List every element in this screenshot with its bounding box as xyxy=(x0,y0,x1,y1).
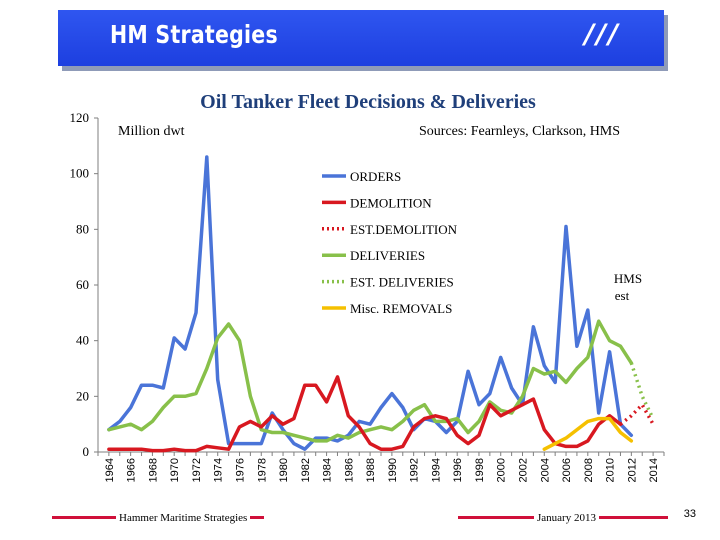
x-tick-label: 1992 xyxy=(409,458,421,482)
x-tick-label: 2006 xyxy=(561,458,573,482)
y-tick-label: 0 xyxy=(83,444,90,459)
header-banner: HM Strategies /// xyxy=(58,10,664,66)
annotation-est: est xyxy=(615,288,630,303)
x-tick-label: 1984 xyxy=(322,458,334,482)
logo-icon: /// xyxy=(584,19,620,50)
axes: 0 20 40 60 80 100 120 1964 1966 1968 1970 1972 1974 1… xyxy=(70,110,665,482)
x-tick-label: 1998 xyxy=(474,458,486,482)
y-tick-label: 40 xyxy=(76,333,89,348)
x-tick-label: 1980 xyxy=(278,458,290,482)
legend: ORDERS DEMOLITION EST.DEMOLITION DELIVERIES… xyxy=(322,169,458,316)
x-tick-label: 1964 xyxy=(104,458,116,482)
legend-label: Misc. REMOVALS xyxy=(350,301,452,316)
x-tick-label: 1974 xyxy=(213,458,225,482)
annotation-hms: HMS xyxy=(614,271,642,286)
x-tick-label: 1986 xyxy=(343,458,355,482)
x-tick-label: 2004 xyxy=(539,458,551,482)
x-tick-label: 1988 xyxy=(365,458,377,482)
series-line-est-demolition xyxy=(619,402,655,426)
x-tick-label: 1966 xyxy=(126,458,138,482)
footer-date: January 2013 xyxy=(534,512,599,524)
x-tick-label: 1968 xyxy=(147,458,159,482)
legend-label: EST.DEMOLITION xyxy=(350,222,458,237)
x-tick-label: 2002 xyxy=(518,458,530,482)
chart-title: Oil Tanker Fleet Decisions & Deliveries xyxy=(200,91,536,113)
y-tick-label: 100 xyxy=(70,166,90,181)
legend-label: DEMOLITION xyxy=(350,195,432,210)
x-tick-label: 1978 xyxy=(256,458,268,482)
x-tick-label: 2010 xyxy=(605,458,617,482)
y-tick-label: 80 xyxy=(76,221,89,236)
source-note: Sources: Fearnleys, Clarkson, HMS xyxy=(419,124,620,139)
x-tick-label: 2014 xyxy=(648,458,660,482)
legend-label: ORDERS xyxy=(350,169,401,184)
x-tick-label: 2012 xyxy=(626,458,638,482)
y-tick-label: 120 xyxy=(70,110,90,125)
x-tick-label: 1994 xyxy=(430,458,442,482)
y-tick-label: 20 xyxy=(76,388,89,403)
series-line-demolition xyxy=(107,375,623,453)
series-line-deliveries xyxy=(107,319,634,443)
legend-label: DELIVERIES xyxy=(350,248,425,263)
x-tick-label: 1996 xyxy=(452,458,464,482)
x-tick-label: 1982 xyxy=(300,458,312,482)
x-tick-label: 1990 xyxy=(387,458,399,482)
x-tick-label: 1970 xyxy=(169,458,181,482)
x-tick-label: 2000 xyxy=(496,458,508,482)
y-axis-label: Million dwt xyxy=(118,124,185,139)
x-tick-label: 2008 xyxy=(583,458,595,482)
page-number: 33 xyxy=(683,508,696,520)
header-title: HM Strategies xyxy=(110,20,278,49)
legend-label: EST. DELIVERIES xyxy=(350,275,454,290)
y-tick-label: 60 xyxy=(76,277,89,292)
series-layer xyxy=(107,155,655,453)
footer-company: Hammer Maritime Strategies xyxy=(116,512,251,524)
x-tick-label: 1972 xyxy=(191,458,203,482)
series-line-orders xyxy=(107,155,634,451)
x-tick-label: 1976 xyxy=(235,458,247,482)
series-line-misc-removals xyxy=(542,416,634,451)
